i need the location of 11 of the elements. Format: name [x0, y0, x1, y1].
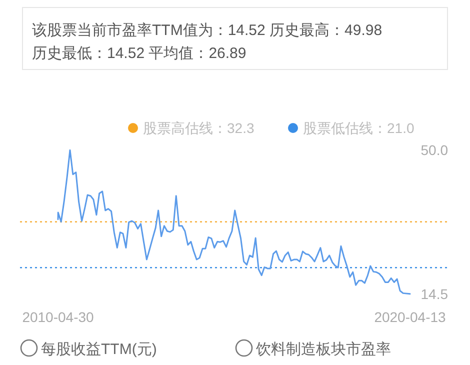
- y-tick-label: 14.5: [420, 286, 448, 302]
- chart-title: 该股票当前市盈率TTM值为：14.52 历史最高：49.98: [32, 22, 382, 39]
- line-series: [57, 149, 411, 295]
- x-tick-label: 2010-04-30: [22, 309, 94, 325]
- x-tick-label: 2020-04-13: [374, 309, 446, 325]
- legend-label: 股票高估线：32.3: [143, 120, 254, 136]
- legend-label: 股票低估线：21.0: [303, 120, 414, 136]
- text: 每股收益TTM(元): [41, 341, 157, 358]
- chart-subtitle: 历史最低：14.52 平均值：26.89: [32, 45, 246, 62]
- text: 饮料制造板块市盈率: [255, 341, 391, 358]
- y-tick-label: 50.0: [420, 142, 448, 158]
